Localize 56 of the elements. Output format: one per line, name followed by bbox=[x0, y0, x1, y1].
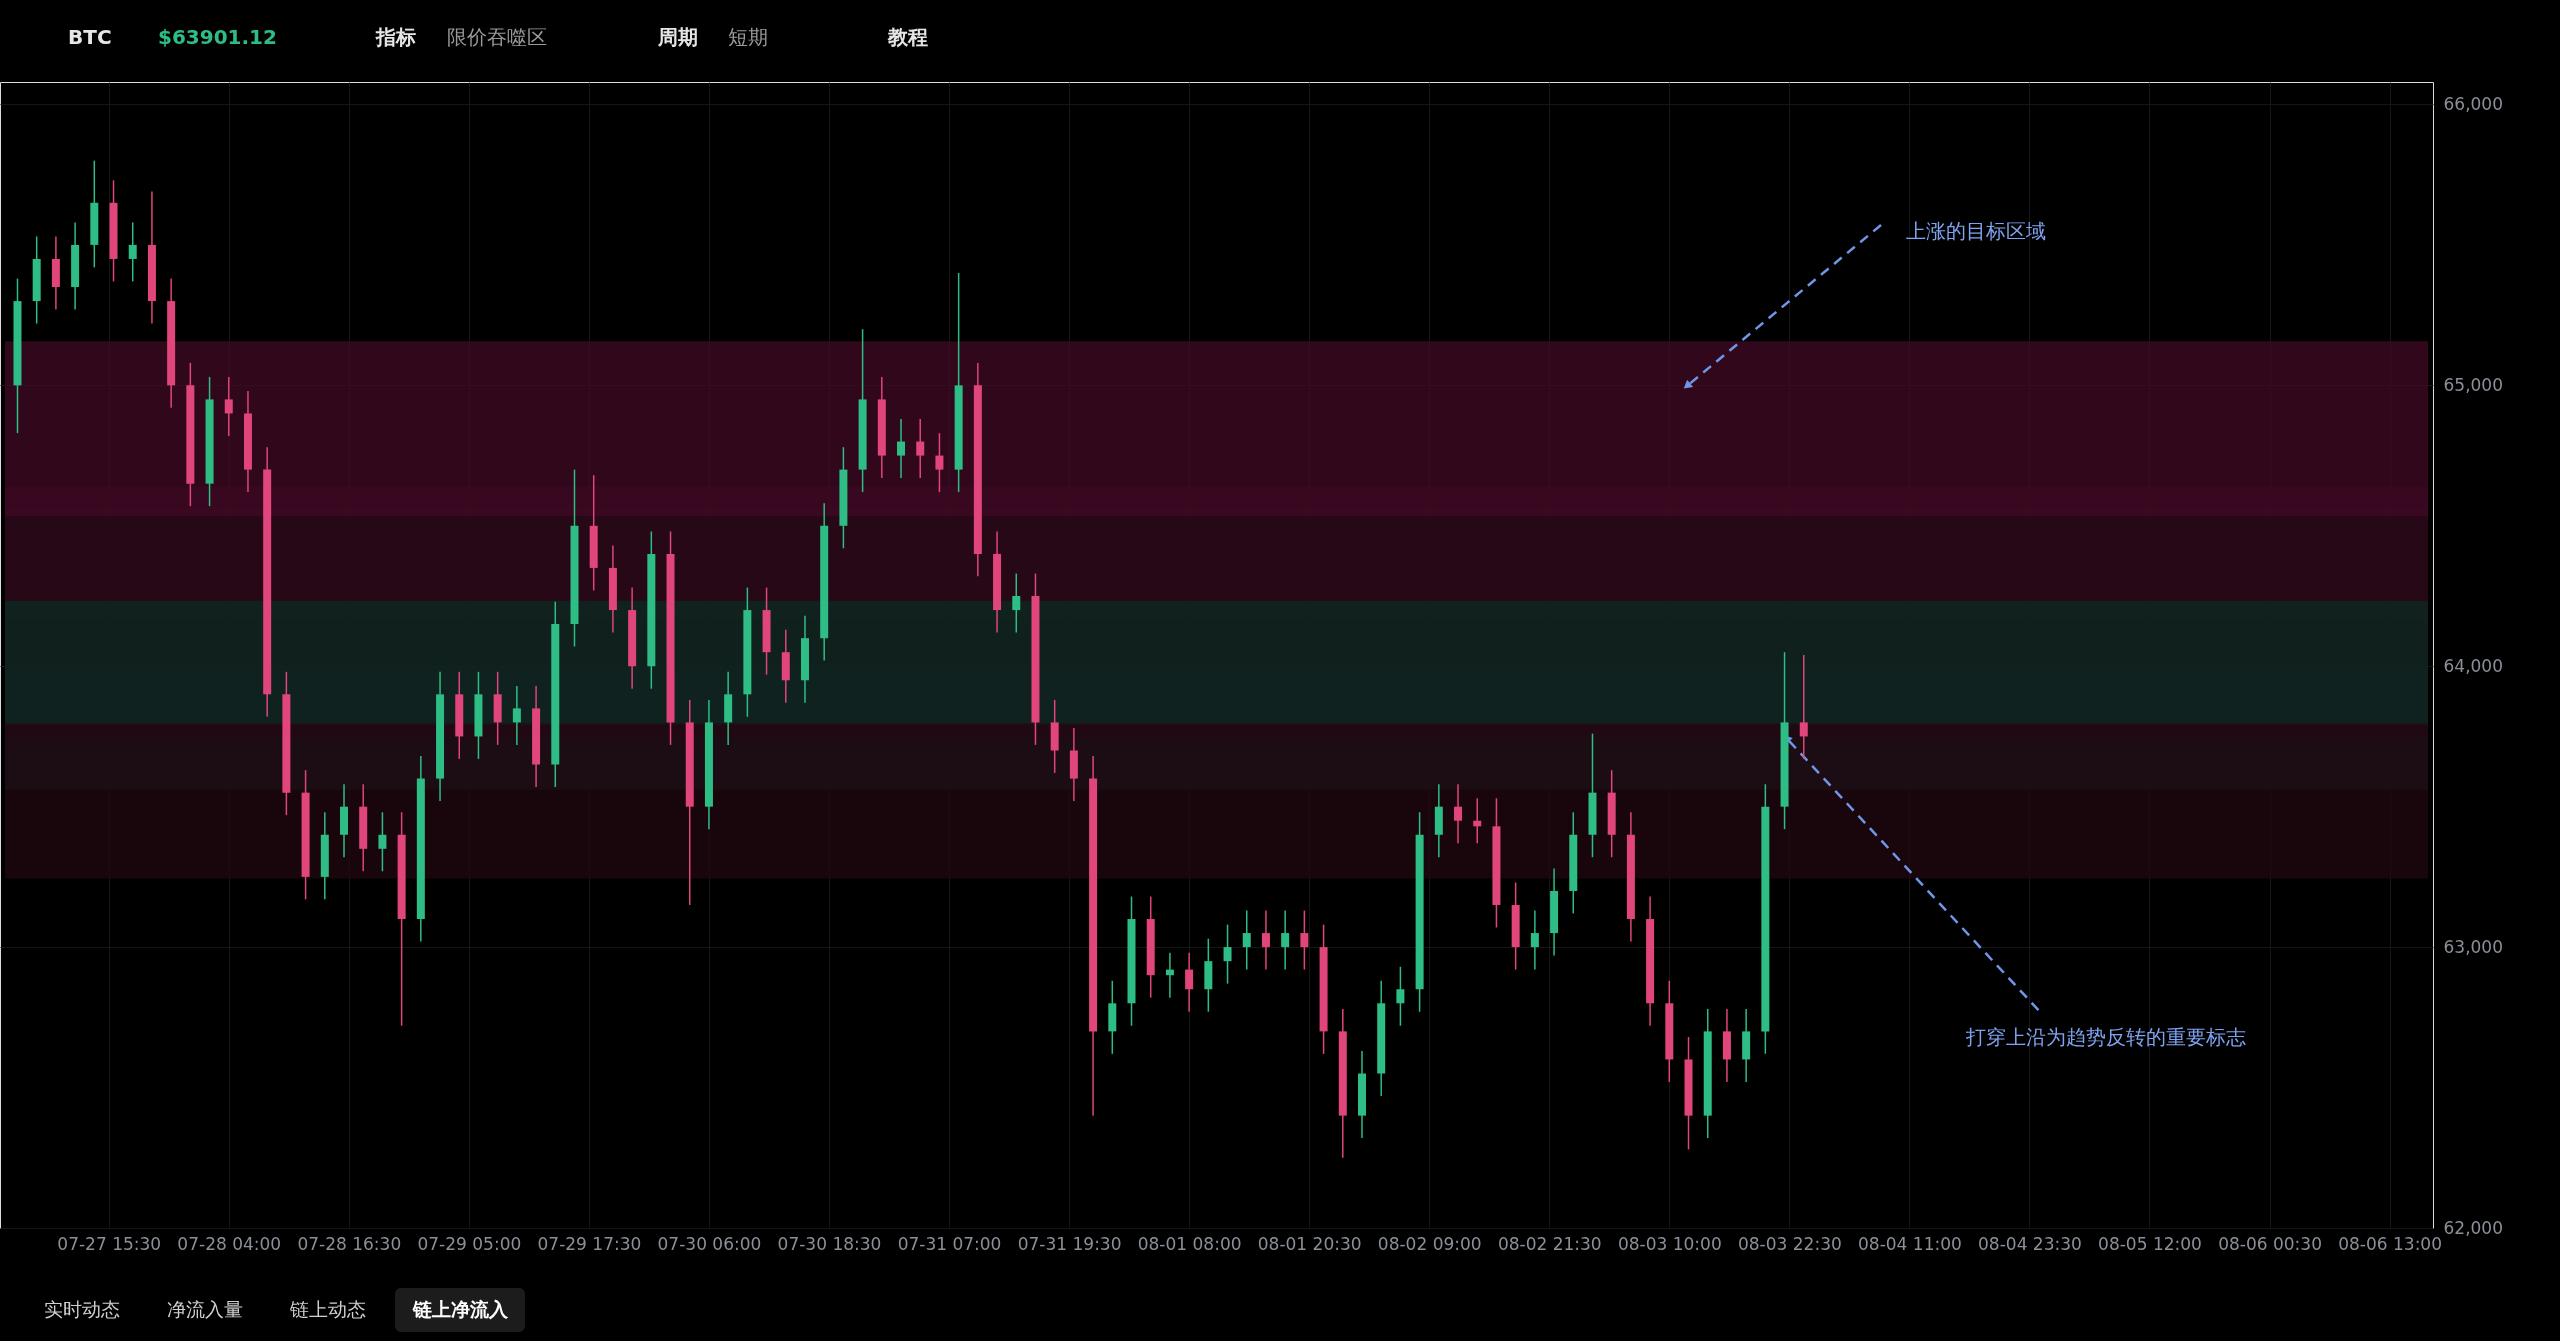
x-tick-label: 07-29 17:30 bbox=[537, 1233, 642, 1254]
x-tick-label: 08-03 22:30 bbox=[1737, 1233, 1842, 1254]
text: 指标 bbox=[375, 25, 416, 49]
x-tick-label: 07-30 18:30 bbox=[777, 1233, 882, 1254]
x-tick-label: 07-29 05:00 bbox=[417, 1233, 522, 1254]
candlestick bbox=[1281, 909, 1290, 971]
y-tick-label: 65,000 bbox=[2443, 374, 2503, 395]
x-tick-label: 08-03 10:00 bbox=[1617, 1233, 1722, 1254]
y-tick-label: 62,000 bbox=[2443, 1217, 2503, 1238]
candlestick bbox=[1223, 923, 1232, 985]
x-tick-label: 07-28 16:30 bbox=[297, 1233, 402, 1254]
candlestick bbox=[935, 432, 944, 493]
text: 周期 bbox=[657, 25, 698, 49]
candlestick bbox=[1012, 572, 1021, 634]
x-tick-label: 07-31 19:30 bbox=[1017, 1233, 1122, 1254]
y-tick-label: 66,000 bbox=[2443, 93, 2503, 114]
x-tick-label: 08-01 20:30 bbox=[1257, 1233, 1362, 1254]
text: 限价吞噬区 bbox=[447, 25, 547, 49]
text: 教程 bbox=[887, 25, 928, 49]
text: $63901.12 bbox=[158, 25, 277, 49]
candlestick bbox=[128, 221, 137, 283]
annotation: 打穿上沿为趋势反转的重要标志 bbox=[1964, 1025, 2246, 1050]
annotation: 上涨的目标区域 bbox=[1906, 219, 2046, 243]
text: 实时动态 bbox=[44, 1298, 120, 1320]
x-tick-label: 08-04 11:00 bbox=[1858, 1233, 1962, 1254]
text: 链上净流入 bbox=[411, 1298, 509, 1320]
x-tick-label: 08-01 08:00 bbox=[1137, 1233, 1242, 1254]
text: 链上动态 bbox=[289, 1298, 366, 1320]
x-tick-label: 08-06 13:00 bbox=[2338, 1233, 2442, 1254]
x-tick-label: 08-05 12:00 bbox=[2098, 1233, 2202, 1254]
x-tick-label: 07-28 04:00 bbox=[177, 1233, 282, 1254]
candlestick bbox=[916, 418, 925, 479]
text: 短期 bbox=[728, 25, 768, 49]
x-tick-label: 08-04 23:30 bbox=[1978, 1233, 2082, 1254]
x-tick-label: 08-06 00:30 bbox=[2218, 1233, 2322, 1254]
x-tick-label: 07-30 06:00 bbox=[657, 1233, 762, 1254]
candlestick bbox=[897, 418, 906, 479]
x-tick-label: 08-02 09:00 bbox=[1377, 1233, 1482, 1254]
y-tick-label: 64,000 bbox=[2443, 655, 2503, 676]
candlestick bbox=[378, 811, 387, 873]
text: BTC bbox=[68, 25, 112, 49]
candlestick bbox=[1454, 783, 1463, 844]
x-tick-label: 07-27 15:30 bbox=[57, 1233, 162, 1254]
candlestick bbox=[512, 685, 521, 746]
x-tick-label: 07-31 07:00 bbox=[897, 1233, 1002, 1254]
y-tick-label: 63,000 bbox=[2443, 936, 2503, 957]
candlestick bbox=[224, 376, 233, 437]
candlestick bbox=[1185, 951, 1194, 1013]
candlestick bbox=[1261, 909, 1270, 971]
candlestick bbox=[1300, 909, 1309, 971]
candlestick bbox=[1530, 909, 1539, 971]
x-tick-label: 08-02 21:30 bbox=[1497, 1233, 1602, 1254]
candlestick bbox=[1396, 966, 1405, 1027]
candlestick bbox=[1242, 909, 1251, 971]
candlestick bbox=[1799, 654, 1808, 760]
text: 净流入量 bbox=[167, 1298, 243, 1320]
